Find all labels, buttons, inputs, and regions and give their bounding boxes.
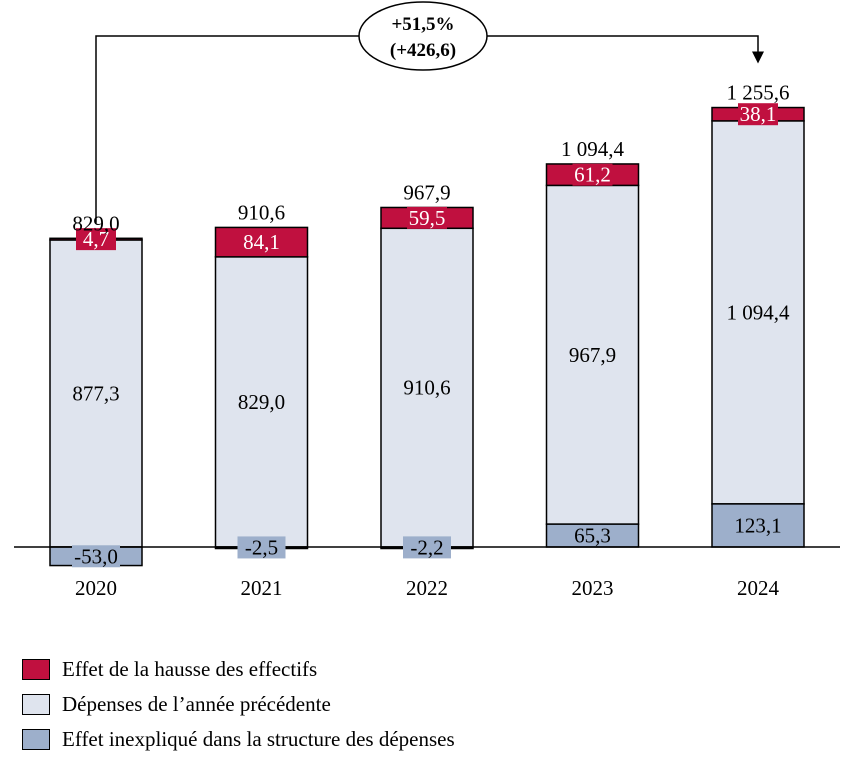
label-total-2024: 1 255,6 (727, 81, 790, 105)
x-tick-label-2022: 2022 (406, 576, 448, 600)
legend-swatch-unexplained (22, 729, 50, 750)
bar-unexplained-2024 (711, 503, 805, 548)
label-bg-headcount-2023 (572, 163, 613, 186)
label-bg-headcount-2024 (738, 103, 778, 126)
label-headcount-2023: 61,2 (574, 163, 611, 187)
label-previous-2021: 829,0 (238, 390, 285, 414)
label-bg-unexplained-2022 (403, 536, 451, 559)
label-unexplained-2021: -2,5 (245, 535, 278, 559)
legend-swatch-headcount (22, 659, 50, 680)
label-total-2022: 967,9 (403, 180, 450, 204)
bar-previous-2023 (545, 184, 640, 525)
label-bg-headcount-2022 (407, 206, 447, 229)
label-bg-unexplained-2021 (237, 536, 286, 559)
label-headcount-2021: 84,1 (243, 230, 280, 254)
legend-item-unexplained: Effet inexpliqué dans la structure des d… (22, 722, 455, 757)
label-headcount-2020: 4,7 (83, 227, 109, 251)
label-unexplained-2020: -53,0 (74, 544, 118, 568)
label-previous-2024: 1 094,4 (727, 300, 791, 324)
label-total-2021: 910,6 (238, 200, 285, 224)
label-unexplained-2022: -2,2 (410, 535, 443, 559)
label-headcount-2022: 59,5 (409, 206, 446, 230)
x-tick-label-2023: 2023 (572, 576, 614, 600)
growth-percent-label: +51,5% (391, 14, 454, 35)
bar-headcount-2021 (214, 226, 309, 258)
bar-previous-2020 (49, 239, 143, 548)
label-previous-2023: 967,9 (569, 343, 616, 367)
x-tick-label-2024: 2024 (737, 576, 780, 600)
growth-absolute-label: (+426,6) (390, 40, 456, 61)
growth-annotation: +51,5% (+426,6) (95, 1, 764, 223)
bar-previous-2024 (711, 120, 805, 505)
legend-label-unexplained: Effet inexpliqué dans la structure des d… (62, 727, 455, 751)
legend-item-previous: Dépenses de l’année précédente (22, 687, 455, 722)
legend: Effet de la hausse des effectifs Dépense… (22, 652, 455, 757)
growth-ellipse (358, 1, 488, 71)
legend-swatch-previous (22, 694, 50, 715)
bar-previous-2021 (214, 256, 309, 548)
legend-item-headcount: Effet de la hausse des effectifs (22, 652, 455, 687)
growth-arrow-head (752, 51, 764, 64)
label-bg-unexplained-2020 (72, 545, 120, 568)
legend-label-previous: Dépenses de l’année précédente (62, 692, 331, 716)
label-bg-headcount-2020 (76, 228, 116, 251)
label-total-2023: 1 094,4 (561, 137, 625, 161)
label-headcount-2024: 38,1 (740, 102, 777, 126)
label-unexplained-2023: 65,3 (574, 524, 611, 548)
label-previous-2022: 910,6 (403, 376, 450, 400)
stacked-bar-chart: 877,34,7-53,0829,0829,084,1-2,5910,6910,… (14, 1, 840, 600)
legend-label-headcount: Effet de la hausse des effectifs (62, 657, 318, 681)
x-tick-label-2020: 2020 (75, 576, 117, 600)
label-unexplained-2024: 123,1 (734, 513, 781, 537)
x-tick-label-2021: 2021 (241, 576, 283, 600)
label-previous-2020: 877,3 (72, 381, 119, 405)
bar-previous-2022 (380, 227, 474, 548)
